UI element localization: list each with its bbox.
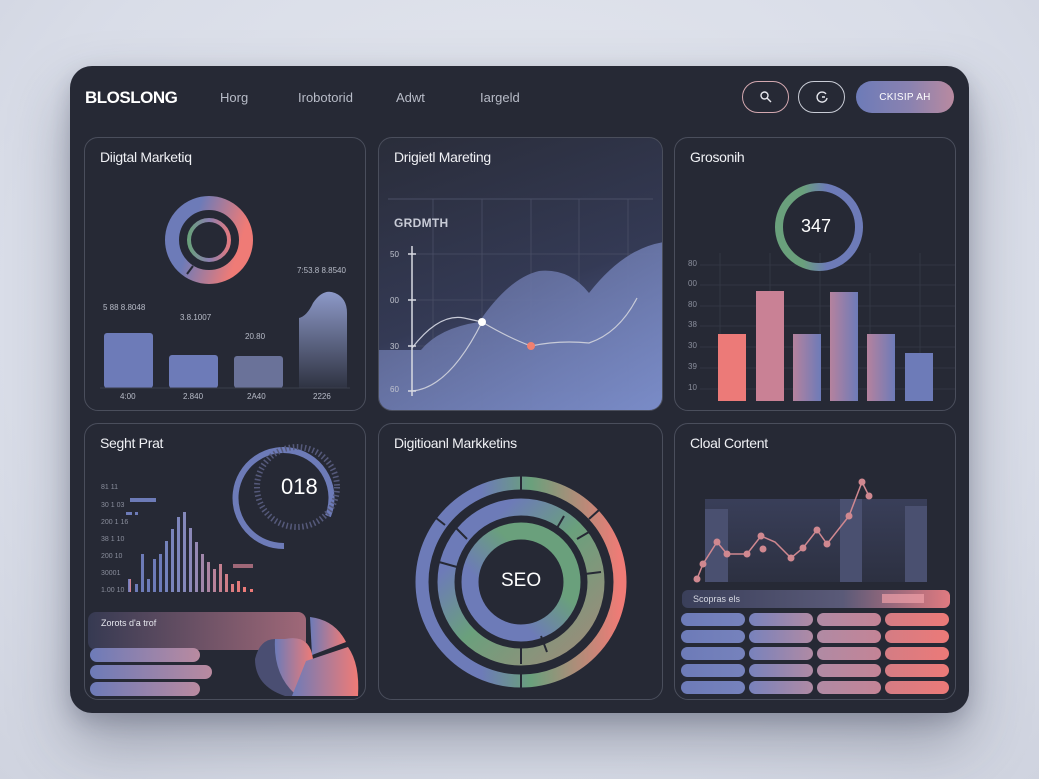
ring-bar-chart (700, 183, 955, 401)
ring-value: 347 (801, 216, 832, 236)
gauge-histogram (88, 444, 359, 696)
donut-chart (100, 196, 350, 389)
y-tick: 200 1 16 (101, 519, 129, 526)
bar-label-3: 2A40 (247, 392, 266, 401)
banner-text: Zorots d'a trof (101, 618, 157, 628)
search-button[interactable] (742, 81, 789, 113)
refresh-icon (815, 91, 828, 103)
y-tick: 1.00 10 (101, 587, 125, 594)
y-tick: 30 1 03 (101, 502, 125, 509)
card-title: Cloal Cortent (690, 435, 768, 451)
nav-item-3[interactable]: Adwt (396, 90, 425, 105)
y-tick: 50 (390, 250, 399, 259)
card-title: Digitioanl Markketins (394, 435, 517, 451)
y-tick: 200 10 (101, 553, 123, 560)
dashboard-window: BLOSLONG Horg Irobotorid Adwt Iargeld CK… (70, 66, 969, 713)
bar-label-4: 2226 (313, 392, 331, 401)
seo-radial-chart (415, 476, 627, 688)
area-chart (379, 198, 662, 410)
bar-annotation-3: 20.80 (245, 332, 266, 341)
y-tick: 00 (390, 296, 399, 305)
y-tick: 80 (688, 300, 697, 309)
card-cloud-content: Cloal Cortent (674, 423, 956, 700)
card-growth-area: Drigietl Mareting (378, 137, 663, 411)
bar-annotation-2: 3.8.1007 (180, 313, 212, 322)
y-tick: 30 (390, 342, 399, 351)
cta-button[interactable]: CKISIP AH (856, 81, 954, 113)
refresh-button[interactable] (798, 81, 845, 113)
card-title: Grosonih (690, 149, 745, 165)
y-tick: 38 (688, 320, 697, 329)
y-tick: 39 (688, 362, 697, 371)
nav-item-2[interactable]: Irobotorid (298, 90, 353, 105)
y-tick: 00 (688, 279, 697, 288)
card-digital-marketing-1: Diigtal Marketiq 5 88 8.8048 (84, 137, 366, 411)
card-title: Drigietl Mareting (394, 149, 491, 165)
card-title: Diigtal Marketiq (100, 149, 192, 165)
card-title: Seght Prat (100, 435, 164, 451)
card-segment-report: Seght Prat (84, 423, 366, 700)
y-tick: 81 11 (101, 484, 118, 491)
y-tick: 30001 (101, 570, 121, 577)
y-tick: 30 (688, 341, 697, 350)
nav-item-4[interactable]: Iargeld (480, 90, 520, 105)
bar-annotation-4: 7:53.8 8.8540 (297, 266, 346, 275)
bar-annotation-1: 5 88 8.8048 (103, 303, 146, 312)
bar-label-1: 4:00 (120, 392, 136, 401)
gauge-value: 018 (281, 474, 318, 499)
card-growth-ring: Grosonih (674, 137, 956, 411)
banner-text: Scopras els (693, 594, 741, 604)
chart-subtitle: GRDMTH (394, 216, 449, 230)
line-chart (681, 478, 950, 694)
bar-label-2: 2.840 (183, 392, 204, 401)
y-tick: 80 (688, 259, 697, 268)
search-icon (759, 91, 771, 103)
y-tick: 60 (390, 385, 399, 394)
seo-label: SEO (501, 570, 542, 591)
y-tick: 10 (688, 383, 697, 392)
histogram-bars (128, 512, 253, 592)
nav-item-1[interactable]: Horg (220, 90, 249, 105)
y-tick: 38 1 10 (101, 536, 125, 543)
card-seo-rings: Digitioanl Markketins (378, 423, 663, 700)
brand-logo: BLOSLONG (85, 88, 178, 107)
